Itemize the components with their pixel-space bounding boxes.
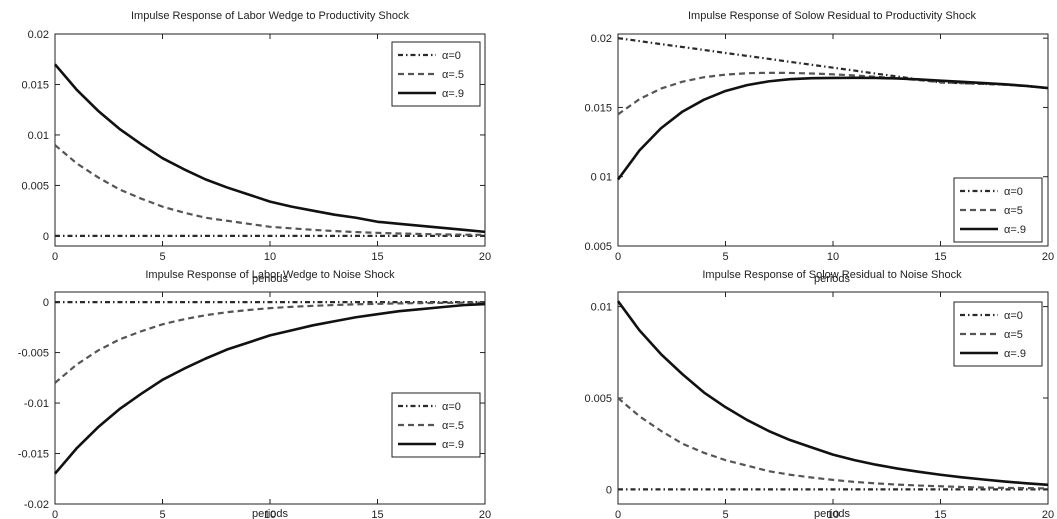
x-tick-label: 15 — [371, 509, 383, 519]
panel-title: Impulse Response of Labor Wedge to Produ… — [131, 10, 410, 22]
x-tick-label: 5 — [159, 509, 165, 519]
plot-lines — [54, 301, 486, 475]
legend-label: α=0 — [1004, 186, 1023, 198]
x-ticks: 0 5 10 15 20 — [52, 292, 491, 519]
legend-label: α=0 — [442, 401, 461, 413]
x-tick-label: 5 — [722, 509, 728, 519]
series-line-dashed — [617, 71, 1049, 116]
y-tick-label: 0.02 — [591, 33, 612, 45]
y-tick-label: 0.01 — [28, 130, 49, 142]
y-ticks: 0 0.005 0.01 0.015 0.02 — [21, 29, 485, 243]
x-tick-label: 15 — [934, 251, 946, 263]
x-tick-label: 20 — [479, 509, 491, 519]
y-tick-label: -0.005 — [18, 348, 49, 360]
legend-box — [391, 41, 481, 107]
series-line-solid — [54, 302, 486, 475]
x-tick-label: 15 — [371, 251, 383, 263]
plot-lines — [616, 37, 1049, 181]
y-ticks: 0.005 0 01 0.015 0.02 — [584, 33, 1048, 253]
panel-labor-wedge-noise: Impulse Response of Labor Wedge to Noise… — [18, 269, 491, 519]
series-line-dashed — [54, 301, 486, 384]
x-tick-label: 10 — [264, 509, 276, 519]
y-tick-label: 0.015 — [21, 79, 49, 91]
panel-title: Impulse Response of Labor Wedge to Noise… — [145, 269, 395, 281]
x-axis-label: periods — [252, 273, 289, 285]
plot-lines — [54, 63, 486, 237]
x-tick-label: 10 — [264, 251, 276, 263]
legend-box — [953, 177, 1043, 243]
panel-title: Impulse Response of Solow Residual to No… — [702, 269, 962, 281]
x-tick-label: 0 — [615, 251, 621, 263]
y-tick-label: 0 — [606, 484, 612, 496]
legend-label: α=.5 — [442, 420, 464, 432]
y-tick-label: -0.02 — [24, 499, 49, 511]
legend-label: α=5 — [1004, 329, 1023, 341]
x-axis-label: periods — [814, 273, 851, 285]
x-ticks: 0 5 10 15 20 — [52, 34, 491, 263]
legend: α=0 α=.5 α=.9 — [391, 392, 481, 458]
y-tick-label: 0.005 — [584, 393, 612, 405]
y-tick-label: 0.015 — [584, 102, 612, 114]
y-tick-label: 0.02 — [28, 29, 49, 41]
y-tick-label: 0.01 — [591, 302, 612, 314]
x-ticks: 0 5 10 15 20 — [615, 292, 1054, 519]
legend: α=0 α=.5 α=.9 — [391, 41, 481, 107]
y-ticks: -0.02 -0.015 -0.01 -0.005 0 — [18, 297, 485, 511]
x-axis-label: periods — [252, 508, 289, 519]
series-line-solid — [616, 76, 1049, 181]
series-line-dashdot — [617, 37, 1049, 90]
y-tick-label: 0 — [43, 297, 49, 309]
x-tick-label: 15 — [934, 509, 946, 519]
legend-label: α=.9 — [442, 88, 464, 100]
legend-label: α=.9 — [1004, 224, 1026, 236]
x-tick-label: 5 — [159, 251, 165, 263]
legend-label: α=0 — [442, 50, 461, 62]
x-tick-label: 0 — [52, 251, 58, 263]
x-tick-label: 20 — [1042, 509, 1054, 519]
series-line-dashed — [617, 397, 1049, 490]
x-tick-label: 0 — [615, 509, 621, 519]
y-tick-label: 0.005 — [584, 241, 612, 253]
series-line-solid — [616, 300, 1049, 487]
x-ticks: 0 5 10 15 20 — [615, 34, 1054, 263]
y-tick-label: 0 01 — [591, 172, 612, 184]
series-line-solid — [54, 63, 486, 234]
y-tick-label: -0.01 — [24, 398, 49, 410]
series-line-dashed — [54, 144, 486, 236]
panel-title: Impulse Response of Solow Residual to Pr… — [688, 10, 976, 22]
x-tick-label: 10 — [827, 251, 839, 263]
x-tick-label: 20 — [1042, 251, 1054, 263]
legend-label: α=0 — [1004, 310, 1023, 322]
x-tick-label: 10 — [827, 509, 839, 519]
x-axis-label: periods — [814, 508, 851, 519]
y-tick-label: -0.015 — [18, 449, 49, 461]
legend-label: α=5 — [1004, 205, 1023, 217]
legend-label: α=.9 — [442, 439, 464, 451]
panel-solow-residual-productivity: Impulse Response of Solow Residual to Pr… — [584, 10, 1054, 285]
legend: α=0 α=5 α=.9 — [953, 177, 1043, 243]
y-tick-label: 0 — [43, 231, 49, 243]
legend: α=0 α=5 α=.9 — [953, 301, 1043, 367]
legend-label: α=.5 — [442, 69, 464, 81]
panel-labor-wedge-productivity: Impulse Response of Labor Wedge to Produ… — [21, 10, 491, 285]
y-tick-label: 0.005 — [21, 180, 49, 192]
panel-solow-residual-noise: Impulse Response of Solow Residual to No… — [584, 269, 1054, 519]
x-tick-label: 5 — [722, 251, 728, 263]
legend-box — [953, 301, 1043, 367]
x-tick-label: 20 — [479, 251, 491, 263]
legend-label: α=.9 — [1004, 348, 1026, 360]
plot-lines — [616, 300, 1049, 491]
legend-box — [391, 392, 481, 458]
x-tick-label: 0 — [52, 509, 58, 519]
